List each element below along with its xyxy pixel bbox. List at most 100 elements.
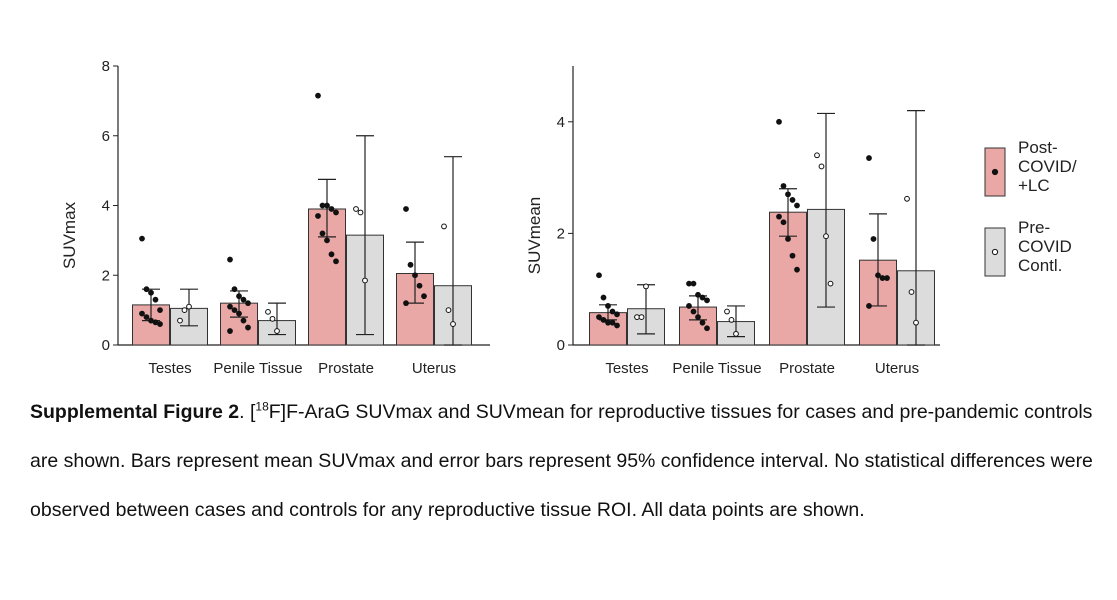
y-tick-label: 6 [102,128,110,145]
data-point [236,293,242,300]
data-point [785,236,791,242]
data-point [450,321,456,327]
data-point [265,308,271,315]
data-point [904,195,910,202]
data-point [157,321,163,327]
data-point [776,213,782,220]
data-point [789,197,796,203]
x-tick-label: Prostate [318,360,374,377]
data-point [794,266,800,273]
data-point [157,307,163,314]
data-point [315,92,321,99]
y-tick-label: 0 [557,337,565,354]
x-tick-label: Uterus [875,360,919,377]
data-point [333,258,339,265]
data-point [818,163,825,170]
data-point [231,286,238,293]
data-point [152,296,159,303]
data-point [412,272,418,279]
x-tick-label: Penile Tissue [213,360,302,377]
data-point [690,280,697,287]
data-point [695,314,701,321]
x-tick-label: Penile Tissue [672,360,761,377]
data-point [274,328,280,334]
data-point [789,252,796,259]
data-point [638,314,645,321]
caption-text: F]F-AraG SUVmax and SUVmean for reproduc… [30,401,1093,521]
y-tick-label: 2 [557,225,565,242]
data-point [315,213,321,219]
data-point [231,307,238,314]
legend-marker [991,248,999,256]
caption: Supplemental Figure 2. [18F]F-AraG SUVma… [30,388,1095,535]
data-point [227,303,233,310]
x-tick-label: Testes [148,360,191,377]
figure: 0 2 4 6 8 SUVmax Testes Penile Tissue Prostate Ut… [60,58,1006,377]
data-point [441,223,447,230]
data-point [245,300,251,307]
data-point [240,317,247,324]
data-point [695,291,701,298]
data-point [186,303,192,310]
data-point [686,303,692,309]
data-point [328,251,335,258]
data-point [785,191,791,198]
legend-marker [991,168,999,176]
data-point [269,315,276,322]
data-point [823,233,829,240]
data-point [324,202,330,209]
data-point [245,324,251,331]
y-tick-label: 0 [102,337,110,354]
data-point [614,322,620,329]
data-point [596,272,602,279]
data-point [445,307,452,314]
data-point [362,277,368,284]
data-point [143,286,150,293]
data-point [416,282,423,289]
data-point [353,206,359,212]
legend-label: Post-COVID/+LC [1018,138,1077,195]
data-point [319,230,326,237]
data-point [866,303,872,309]
data-point [609,319,616,326]
data-point [407,261,414,268]
data-point [913,319,919,326]
caption-sup: 18 [255,399,269,414]
data-point [733,330,739,337]
data-point [875,272,881,279]
data-point [236,310,242,317]
y-axis-label: SUVmax [60,201,79,269]
x-tick-label: Uterus [412,360,456,377]
y-axis-label: SUVmean [525,197,544,274]
data-point [884,275,890,281]
data-point [704,297,710,304]
data-point [240,296,247,303]
data-point [328,206,335,212]
caption-label: Supplemental Figure 2 [30,401,240,423]
data-point [600,294,607,301]
data-point [780,219,787,226]
data-point [908,289,915,295]
x-tick-label: Testes [605,360,648,377]
data-point [177,317,183,324]
data-point [596,314,602,321]
data-point [421,293,427,300]
data-point [704,325,710,332]
data-point [600,316,607,323]
data-point [780,183,787,189]
data-point [139,310,145,317]
data-point [403,300,409,307]
y-tick-label: 8 [102,58,110,75]
data-point [227,328,233,334]
data-point [609,308,616,315]
data-point [614,311,620,318]
data-point [227,256,233,263]
data-point [605,303,611,309]
data-point [814,152,820,159]
x-tick-label: Prostate [779,360,835,377]
data-point [794,202,800,209]
data-point [324,237,330,244]
data-point [724,308,730,315]
y-tick-label: 4 [102,198,110,215]
